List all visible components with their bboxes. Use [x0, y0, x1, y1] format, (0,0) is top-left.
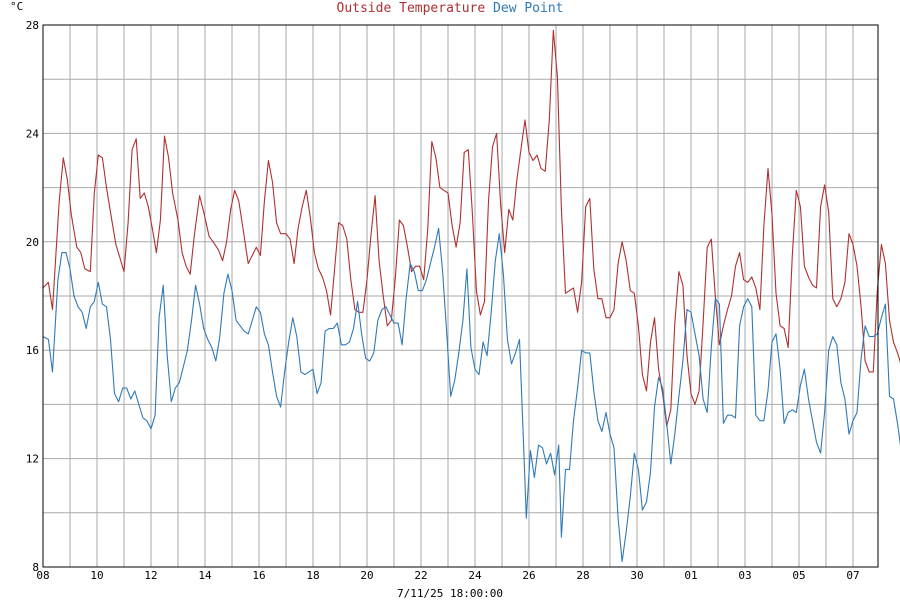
y-tick-label: 28 — [26, 19, 39, 32]
x-tick-label: 22 — [414, 569, 427, 582]
x-tick-label: 07 — [846, 569, 859, 582]
y-tick-label: 12 — [26, 453, 39, 466]
x-tick-label: 05 — [792, 569, 805, 582]
x-tick-label: 28 — [576, 569, 589, 582]
x-axis: 08 10 12 14 16 18 20 22 24 26 28 30 01 03 05 07 — [36, 569, 859, 582]
x-tick-label: 08 — [36, 569, 49, 582]
x-tick-label: 30 — [630, 569, 643, 582]
y-tick-label: 24 — [26, 127, 40, 140]
y-tick-label: 16 — [26, 344, 39, 357]
x-tick-label: 18 — [306, 569, 319, 582]
x-tick-label: 20 — [360, 569, 373, 582]
x-tick-label: 01 — [684, 569, 697, 582]
legend-outside-temperature: Outside Temperature — [337, 1, 486, 16]
legend: Outside Temperature Dew Point — [337, 1, 564, 16]
y-axis-label: °C — [10, 0, 23, 13]
x-axis-label: 7/11/25 18:00:00 — [397, 587, 503, 600]
x-tick-label: 14 — [198, 569, 212, 582]
x-tick-label: 10 — [90, 569, 103, 582]
x-tick-label: 03 — [738, 569, 751, 582]
y-tick-label: 20 — [26, 236, 39, 249]
x-tick-label: 12 — [144, 569, 157, 582]
x-tick-label: 16 — [252, 569, 265, 582]
x-tick-label: 26 — [522, 569, 535, 582]
legend-dew-point: Dew Point — [493, 1, 563, 16]
x-tick-label: 24 — [468, 569, 482, 582]
